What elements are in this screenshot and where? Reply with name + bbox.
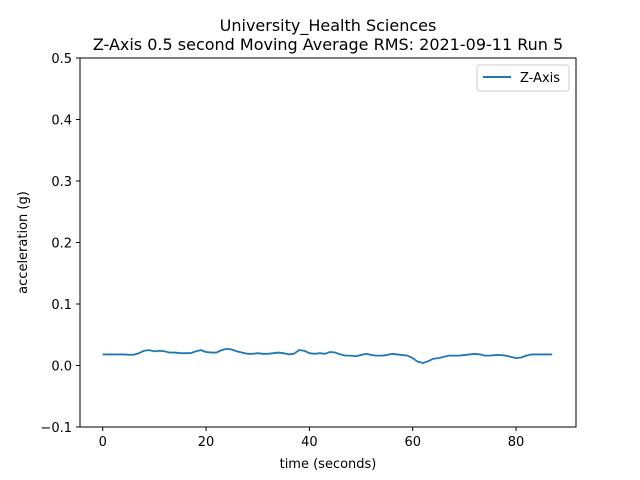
x-tick-label: 60 — [404, 435, 421, 450]
y-axis-ticks: −0.1 0.0 0.1 0.2 0.3 0.4 0.5 — [40, 52, 80, 436]
x-axis-label: time (seconds) — [280, 457, 377, 472]
x-tick-label: 40 — [301, 435, 318, 450]
y-tick-label: 0.4 — [51, 114, 72, 129]
x-axis-ticks: 0 20 40 60 80 — [99, 427, 525, 450]
y-tick-label: 0.5 — [51, 52, 72, 67]
y-tick-label: 0.1 — [51, 298, 72, 313]
legend: Z-Axis — [476, 64, 570, 92]
y-tick-label: 0.2 — [51, 237, 72, 252]
y-tick-label: −0.1 — [40, 421, 72, 436]
series-layer — [102, 347, 553, 364]
legend-label: Z-Axis — [520, 71, 560, 86]
y-tick-label: 0.0 — [51, 360, 72, 375]
x-tick-label: 0 — [99, 435, 107, 450]
y-axis-label: acceleration (g) — [16, 191, 31, 294]
plot-frame — [79, 57, 577, 428]
chart-title-line-2: Z-Axis 0.5 second Moving Average RMS: 20… — [93, 35, 563, 54]
legend-box — [476, 64, 570, 92]
plot-area — [80, 58, 576, 427]
x-tick-label: 20 — [198, 435, 215, 450]
y-tick-label: 0.3 — [51, 175, 72, 190]
chart-title-line-1: University_Health Sciences — [220, 16, 437, 36]
series-line-z-axis — [102, 347, 553, 364]
x-tick-label: 80 — [508, 435, 525, 450]
